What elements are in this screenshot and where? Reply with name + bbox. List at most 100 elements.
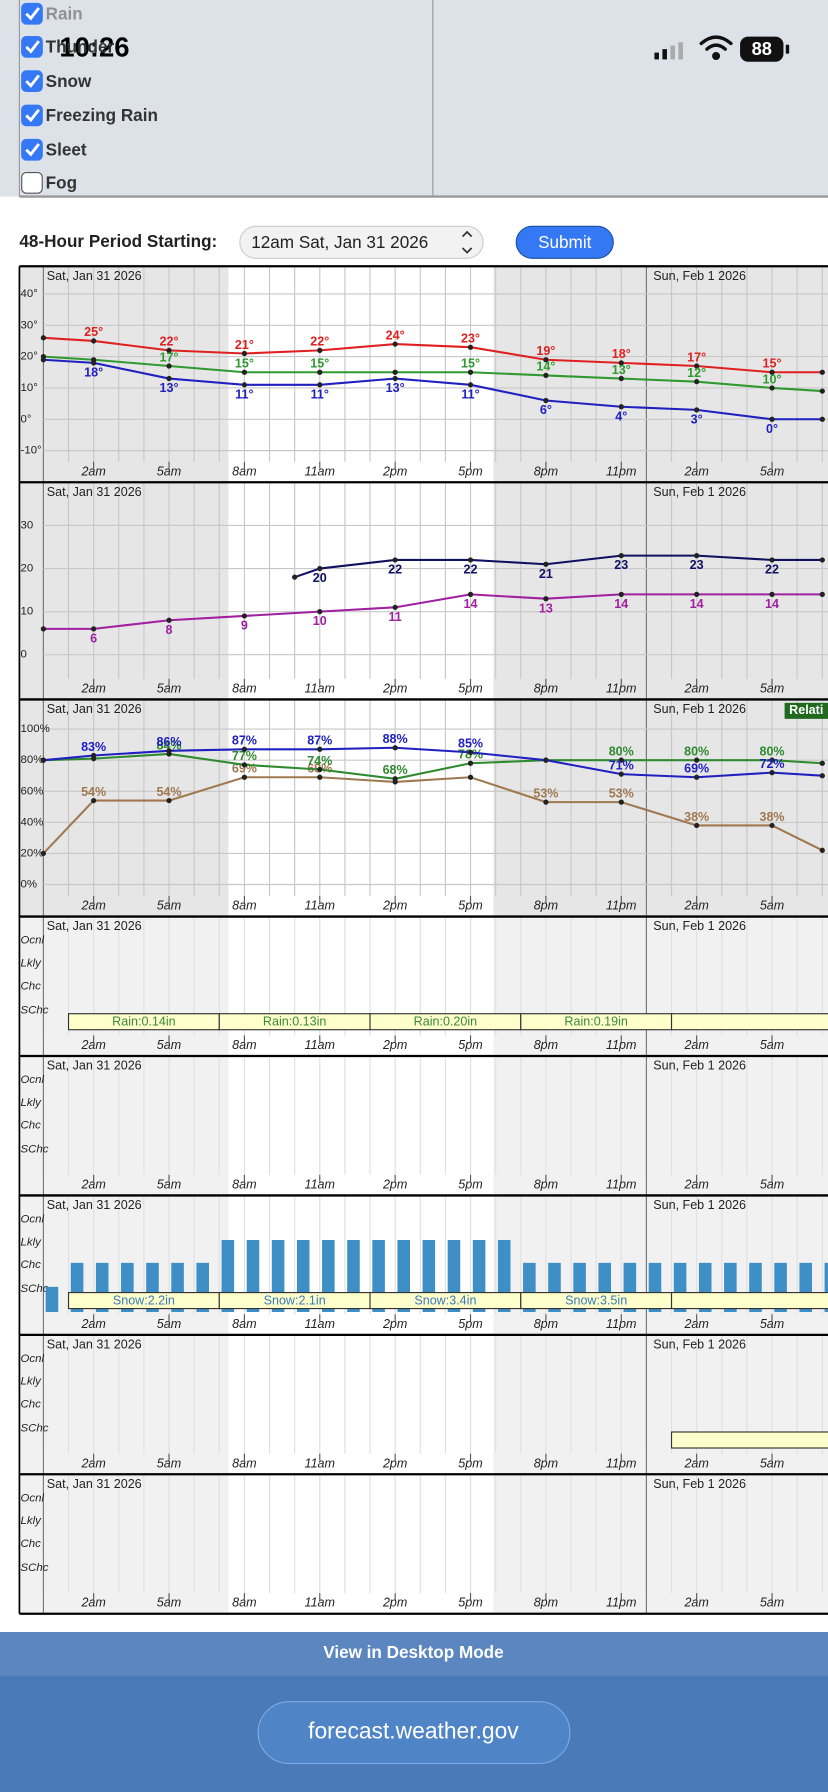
night-shade [493,1334,828,1475]
data-point [392,557,398,563]
checkmark[interactable] [25,108,40,123]
hour-label: 8pm [534,1596,558,1610]
hour-label: 8am [232,1596,256,1610]
period-value[interactable]: 12am Sat, Jan 31 2026 [251,232,428,252]
submit-button[interactable]: Submit [515,225,614,259]
date-label: Sat, Jan 31 2026 [47,1198,142,1212]
checkbox-label[interactable]: Snow [46,71,92,91]
wifi [699,35,733,60]
amount-label: Snow:3.4in [414,1293,476,1307]
hour-label: 11am [305,1317,335,1331]
checkbox[interactable] [21,104,43,127]
data-point [241,350,248,357]
hour-label: 5am [760,1317,784,1331]
data-point [91,360,97,366]
date-label: Sun, Feb 1 2026 [653,1059,746,1073]
date-label: Sun, Feb 1 2026 [653,702,746,716]
amount-label: Snow:2.2in [113,1293,175,1307]
data-point [769,385,775,391]
checkbox[interactable] [21,138,43,161]
data-point [694,822,700,829]
level-label: SChc [21,1283,49,1295]
checkbox-label[interactable]: Rain [46,3,83,23]
hour-label: 8am [232,1317,256,1331]
data-point [292,574,298,580]
y-tick-label: 10° [21,382,38,394]
data-point [819,416,825,422]
checkmark[interactable] [25,40,40,54]
data-label: 83% [81,740,106,754]
hour-label: 11pm [606,464,636,478]
hour-label: 2am [80,681,105,695]
level-label: Ocnl [21,1074,45,1086]
hour-label: 2am [683,899,708,913]
data-label: 13° [160,381,179,395]
data-label: 4° [615,409,627,423]
data-point [819,557,825,563]
hour-label: 8pm [534,464,558,478]
data-point [467,760,474,766]
hour-label: 5pm [458,464,482,478]
data-label: 0° [766,422,778,436]
data-label: 15° [763,357,782,371]
checkmark[interactable] [25,7,40,21]
checkbox-label[interactable]: Freezing Rain [46,105,158,125]
data-label: 87% [307,734,332,748]
checkbox[interactable] [21,2,43,25]
checkbox-label[interactable]: Thunder [46,37,115,57]
submit-label[interactable]: Submit [538,232,592,252]
date-label: Sun, Feb 1 2026 [653,485,746,499]
y-tick-label: 100% [21,723,50,735]
level-label: Chc [21,1120,42,1132]
data-point [467,382,474,388]
data-label: 53% [533,786,558,800]
data-label: 68% [383,763,408,777]
data-label: 87% [232,734,257,748]
checkbox[interactable] [21,70,43,92]
hour-label: 5am [157,899,181,913]
series-line [43,746,823,779]
desktop-link[interactable]: View in Desktop Mode [323,1642,503,1662]
checkbox[interactable] [21,36,43,58]
hour-label: 5am [157,1038,181,1052]
desktop-bar[interactable] [0,1632,828,1676]
data-point [694,363,700,369]
data-label: 15° [235,357,254,371]
hour-label: 5am [760,1038,784,1052]
level-label: Chc [21,980,42,992]
hour-label: 8pm [534,1456,558,1470]
data-label: 18° [612,347,631,361]
data-label: 9 [241,619,248,633]
data-label: 22 [464,563,478,577]
data-point [543,799,549,805]
checkbox[interactable] [21,171,43,194]
date-label: Sat, Jan 31 2026 [47,1059,142,1073]
data-point [467,344,474,350]
data-point [819,760,825,766]
night-shade [19,266,229,483]
checkbox-label[interactable]: Fog [46,173,77,193]
data-point [694,553,700,559]
period-select[interactable]: 12am Sat, Jan 31 2026 [239,225,484,259]
data-label: 25° [84,325,103,339]
data-point [392,745,398,751]
hour-label: 5am [157,1177,181,1191]
amount-label: Rain:0.20in [414,1015,477,1029]
checkmark[interactable] [25,74,40,88]
level-label: Chc [21,1538,42,1550]
hour-label: 11am [305,899,335,913]
hour-label: 2am [80,1456,105,1470]
url-pill[interactable] [257,1701,571,1764]
data-label: 14 [765,597,779,611]
hour-label: 8pm [534,1038,558,1052]
level-label: Lkly [21,1515,43,1527]
checkmark[interactable] [25,143,40,157]
checkbox-label[interactable]: Sleet [46,139,87,159]
hour-label: 11am [305,1038,335,1052]
battery [740,36,784,62]
data-point [467,749,474,756]
hour-label: 2pm [382,1038,407,1052]
url[interactable]: forecast.weather.gov [308,1718,519,1744]
data-label: 10 [313,614,327,628]
